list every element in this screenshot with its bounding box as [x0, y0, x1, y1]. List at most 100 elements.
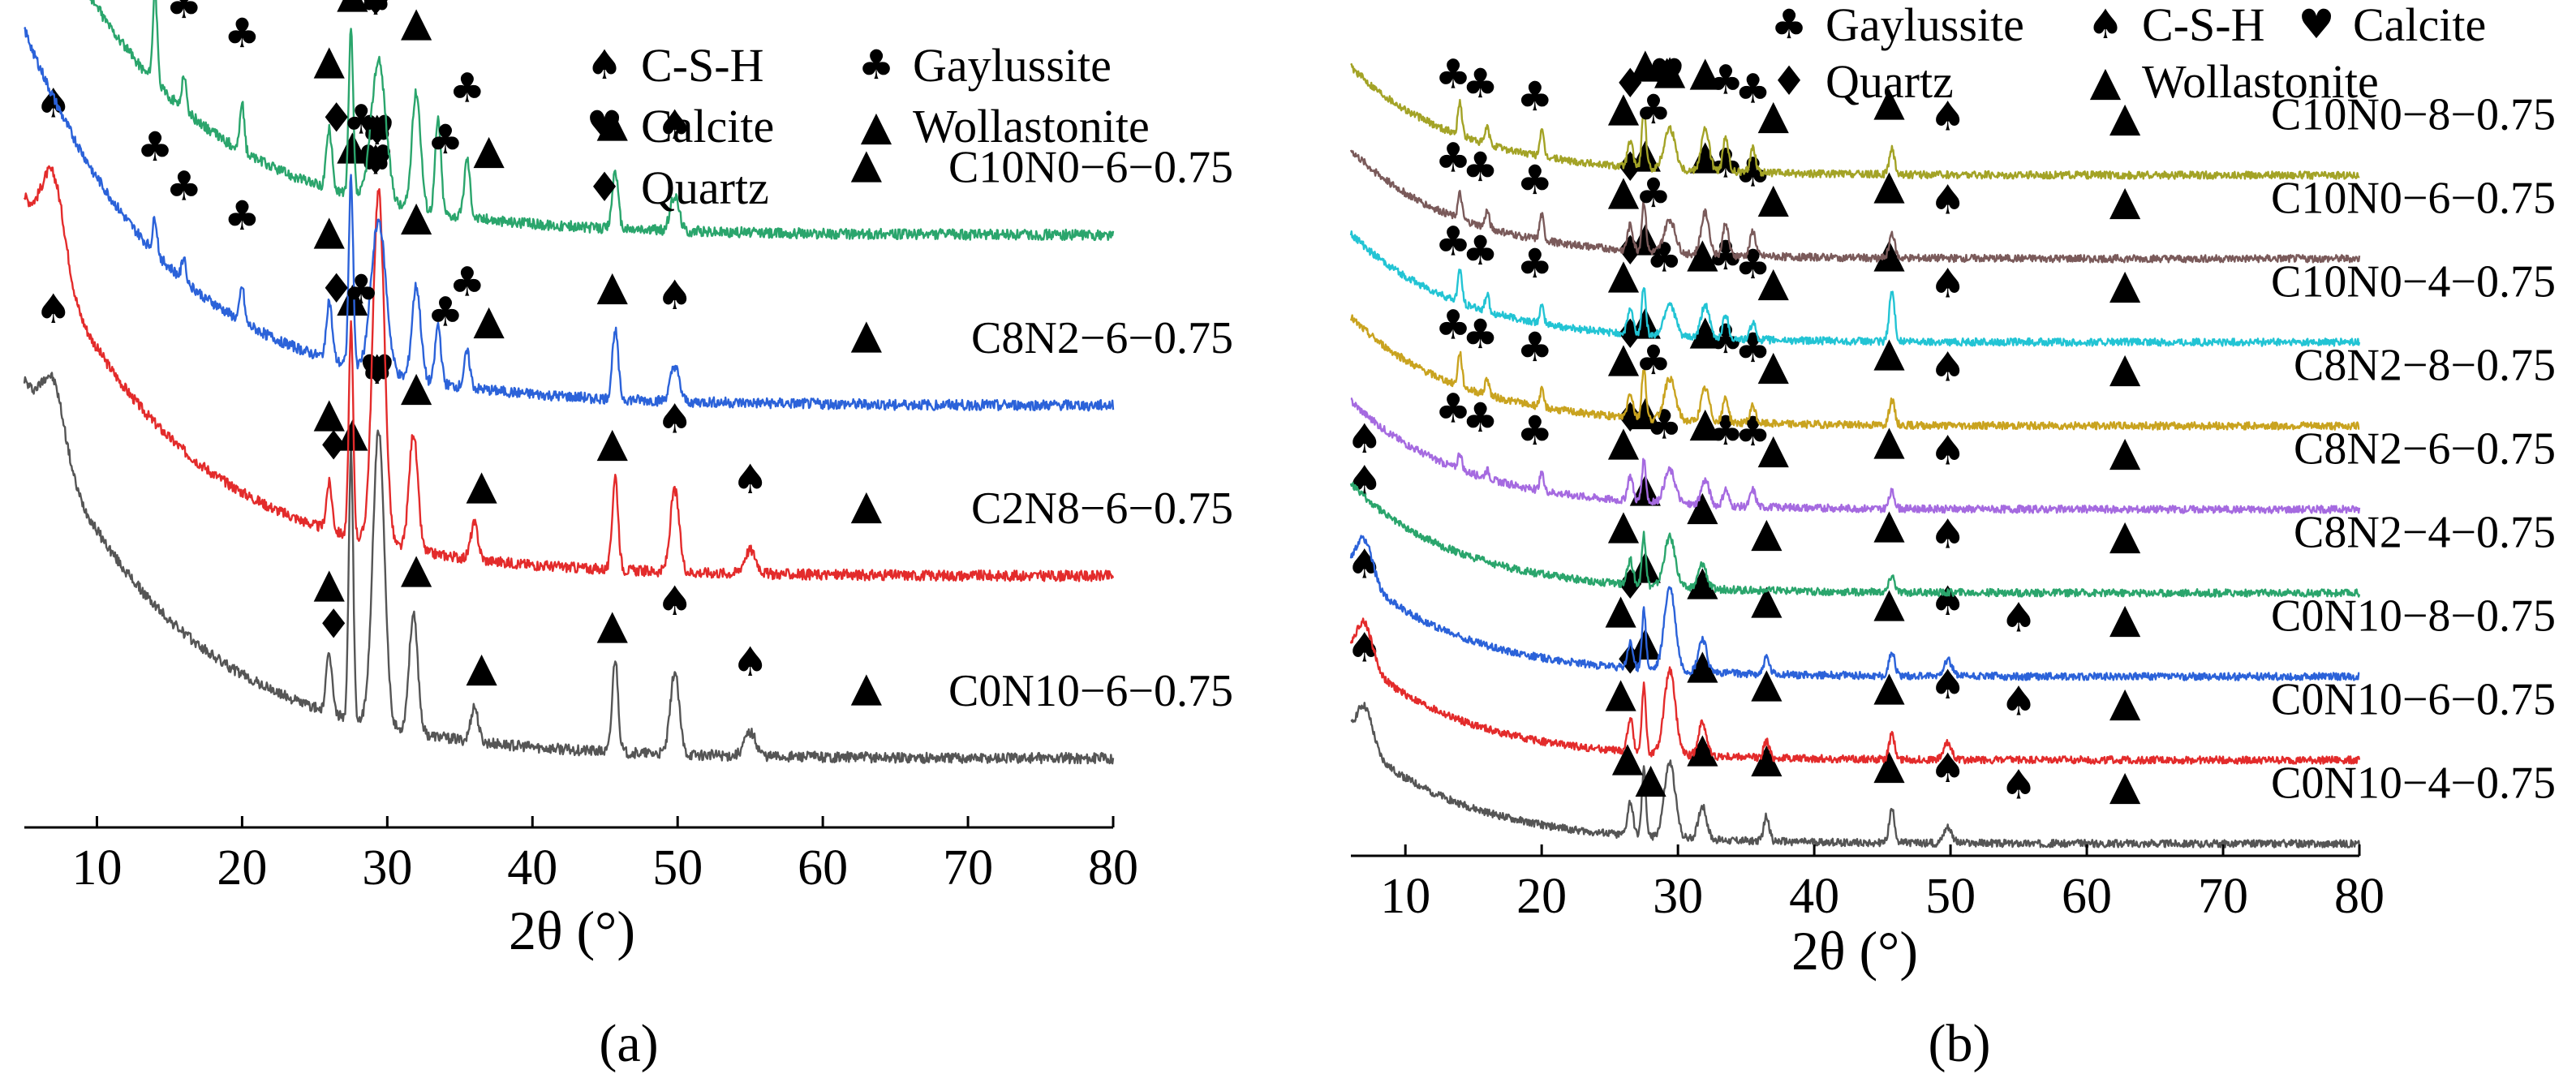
club-icon: ♣ — [1646, 401, 1683, 448]
triangle-icon: ▲ — [596, 419, 628, 466]
series-label-c10n0-4-0-75: C10N0−4−0.75 — [2271, 257, 2556, 307]
triangle-icon: ▲ — [314, 36, 346, 83]
spade-icon: ♠ — [1929, 661, 1966, 708]
triangle-icon: ▲ — [851, 140, 883, 187]
legend-item-csh-b: ♠ C-S-H — [2088, 0, 2265, 51]
x-tick-label: 70 — [943, 840, 993, 896]
club-icon: ♣ — [343, 266, 380, 313]
legend-item-quartz: ♦ Quartz — [587, 161, 769, 214]
triangle-icon: ▲ — [337, 0, 368, 17]
legend-item-calcite-b: ♥ Calcite — [2299, 0, 2487, 51]
spade-icon: ♠ — [2088, 1, 2124, 48]
legend-label-quartz-b: Quartz — [1826, 55, 1954, 108]
triangle-icon: ▲ — [337, 273, 368, 320]
spade-icon: ♠ — [2001, 595, 2037, 642]
legend-item-gaylussite: ♣ Gaylussite — [858, 39, 1112, 92]
panel-b: C0N10−4−0.75♠▲▲▲ ▲ ▲ ♠ ♠ ▲C0N10−6−0.75♠▲♦▲ ▲ ▲ ▲… — [1346, 0, 2556, 1073]
triangle-icon: ▲ — [861, 102, 892, 149]
spade-icon: ♠ — [35, 286, 71, 333]
triangle-icon: ▲ — [1608, 84, 1640, 131]
series-label-c0n10-6-0-75: C0N10−6−0.75 — [948, 666, 1233, 716]
series-line-c0n10-6-0-75 — [1349, 617, 2361, 765]
diamond-icon: ♦ — [1612, 394, 1649, 441]
club-icon: ♣ — [1516, 407, 1553, 454]
heart-icon: ♥ — [2299, 1, 2335, 48]
triangle-icon: ▲ — [2109, 511, 2141, 558]
x-tick-label: 30 — [1653, 869, 1703, 924]
spade-icon: ♠ — [732, 638, 768, 685]
spade-icon: ♠ — [1649, 50, 1685, 97]
diamond-icon: ♦ — [318, 265, 355, 312]
diamond-icon: ♦ — [318, 95, 355, 142]
spade-icon: ♠ — [1929, 343, 1966, 390]
triangle-icon: ▲ — [1690, 307, 1722, 354]
series-line-c0n10-4-0-75 — [1350, 702, 2361, 849]
x-tick-label: 70 — [2198, 869, 2248, 924]
club-icon: ♣ — [1435, 217, 1472, 264]
club-icon: ♣ — [1735, 324, 1771, 372]
triangle-icon: ▲ — [1757, 425, 1789, 472]
triangle-icon: ▲ — [596, 601, 628, 648]
legend-label-quartz: Quartz — [641, 161, 769, 214]
triangle-icon: ▲ — [2109, 344, 2141, 391]
triangle-icon: ▲ — [851, 481, 883, 528]
triangle-icon: ▲ — [2109, 595, 2141, 642]
triangle-icon: ▲ — [1687, 724, 1718, 771]
series-label-c8n2-4-0-75: C8N2−4−0.75 — [2294, 508, 2556, 558]
heart-icon: ♥ — [359, 107, 395, 154]
x-tick-label: 50 — [1925, 869, 1976, 924]
club-icon: ♣ — [1735, 66, 1771, 113]
club-icon: ♣ — [427, 288, 463, 335]
club-icon: ♣ — [427, 116, 463, 163]
club-icon: ♣ — [1435, 385, 1472, 432]
legend-label-calcite: Calcite — [641, 100, 774, 153]
triangle-icon: ▲ — [2109, 93, 2141, 140]
legend-item-csh: ♠ C-S-H — [587, 39, 764, 92]
club-icon: ♣ — [449, 64, 485, 111]
x-tick-label: 20 — [217, 840, 267, 896]
spade-icon: ♠ — [1929, 92, 1966, 140]
legend-item-gaylussite-b: ♣ Gaylussite — [1771, 0, 2024, 51]
series-label-c2n8-6-0-75: C2N8−6−0.75 — [971, 483, 1233, 534]
spade-icon: ♠ — [587, 41, 623, 88]
triangle-icon: ▲ — [314, 207, 346, 254]
club-icon: ♣ — [1462, 311, 1499, 358]
club-icon: ♣ — [1462, 227, 1499, 274]
club-icon: ♣ — [1462, 394, 1499, 441]
series-line-c8n2-8-0-75 — [1349, 314, 2360, 431]
panel-a: C0N10−6−0.75♠♦▲▲♠♥▲▲▲ ♠♠▲C2N8−6−0.75♠♦▲▲♠… — [23, 0, 1233, 1073]
triangle-icon: ▲ — [1757, 174, 1789, 221]
plot-area-a: C0N10−6−0.75♠♦▲▲♠♥▲▲▲ ♠♠▲C2N8−6−0.75♠♦▲▲♠… — [23, 0, 1233, 765]
spade-icon: ♠ — [359, 107, 395, 154]
spade-icon: ♠ — [2001, 762, 2037, 809]
triangle-icon: ▲ — [1605, 669, 1636, 716]
series-line-c8n2-6-0-75 — [1350, 397, 2361, 514]
spade-icon: ♠ — [656, 101, 693, 148]
triangle-icon: ▲ — [1605, 586, 1636, 633]
spade-icon: ♠ — [358, 0, 394, 24]
legend-label-csh-b: C-S-H — [2142, 0, 2264, 51]
spade-icon: ♠ — [1929, 427, 1966, 474]
triangle-icon: ▲ — [1757, 342, 1789, 389]
series-label-c8n2-6-0-75: C8N2−6−0.75 — [2294, 424, 2556, 475]
x-tick-label: 60 — [798, 840, 848, 896]
x-axis-title-b: 2θ (°) — [1791, 920, 1918, 982]
triangle-icon: ▲ — [314, 389, 346, 436]
triangle-icon: ▲ — [1687, 640, 1718, 687]
series-label-c0n10-6-0-75: C0N10−6−0.75 — [2271, 675, 2556, 725]
x-tick-label: 40 — [507, 840, 557, 896]
triangle-icon: ▲ — [1608, 251, 1640, 298]
triangle-icon: ▲ — [2109, 177, 2141, 224]
heart-icon: ♥ — [358, 0, 394, 24]
panel-label-b: (b) — [1929, 1014, 1991, 1073]
x-tick-label: 20 — [1516, 869, 1567, 924]
legend-item-wollastonite: ▲ Wollastonite — [861, 100, 1150, 153]
club-icon: ♣ — [1771, 1, 1808, 48]
triangle-icon: ▲ — [851, 664, 883, 711]
x-tick-label: 10 — [1380, 869, 1430, 924]
spade-icon: ♠ — [1929, 510, 1966, 557]
series-line-c10n0-6-0-75 — [1349, 149, 2361, 264]
triangle-icon: ▲ — [1873, 230, 1905, 277]
triangle-icon: ▲ — [596, 99, 628, 146]
legend-label-gaylussite: Gaylussite — [913, 39, 1112, 92]
